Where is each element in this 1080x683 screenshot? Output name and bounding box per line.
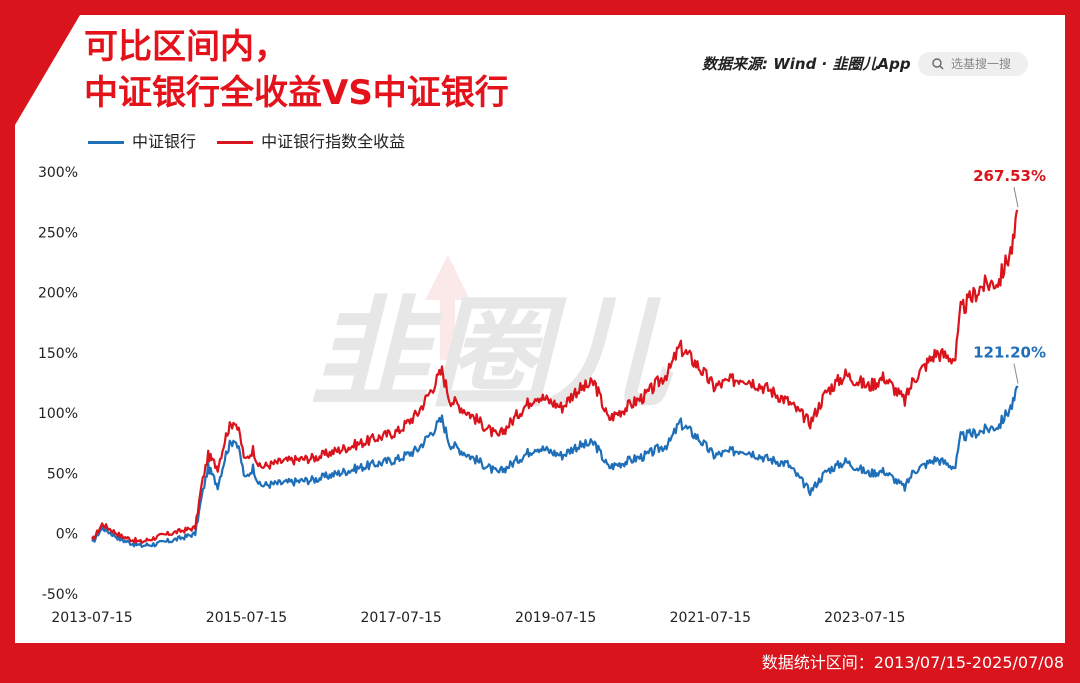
end-label-leader <box>1013 363 1019 384</box>
y-tick-label: 50% <box>47 466 78 482</box>
footer-date-range: 数据统计区间：2013/07/15-2025/07/08 <box>761 653 1064 672</box>
legend-item-red: 中证银行指数全收益 <box>217 128 405 152</box>
legend-item-blue: 中证银行 <box>88 128 196 152</box>
y-tick-label: 0% <box>56 527 78 543</box>
search-box[interactable]: 选基搜一搜 <box>918 52 1028 76</box>
x-tick-label: 2019-07-15 <box>515 610 596 626</box>
legend-label-red: 中证银行指数全收益 <box>261 132 406 151</box>
y-tick-label: 250% <box>38 225 78 241</box>
title-line-1: 可比区间内， <box>84 27 288 67</box>
watermark-text: 韭圈儿 <box>310 285 674 424</box>
watermark-logo: 韭圈儿 <box>310 255 674 424</box>
end-value-label-red: 267.53% <box>973 167 1046 185</box>
y-tick-label: 100% <box>38 406 78 422</box>
y-tick-label: 200% <box>38 286 78 302</box>
x-tick-label: 2021-07-15 <box>670 610 751 626</box>
title-line-2: 中证银行全收益VS中证银行 <box>84 73 509 113</box>
series-line-blue <box>91 385 1019 548</box>
y-tick-label: 150% <box>38 346 78 362</box>
chart-card <box>15 15 1065 643</box>
y-tick-label: -50% <box>42 587 78 603</box>
end-label-leader <box>1013 187 1019 208</box>
x-tick-label: 2015-07-15 <box>206 610 287 626</box>
page-title: 可比区间内， 中证银行全收益VS中证银行 <box>84 24 509 116</box>
y-tick-label: 300% <box>38 165 78 181</box>
search-placeholder: 选基搜一搜 <box>951 57 1012 71</box>
legend-label-blue: 中证银行 <box>132 132 197 151</box>
x-tick-label: 2017-07-15 <box>360 610 441 626</box>
chart-legend: 中证银行 中证银行指数全收益 <box>88 128 421 152</box>
x-tick-label: 2013-07-15 <box>51 610 132 626</box>
corner-decoration <box>15 15 80 125</box>
search-icon <box>932 52 944 84</box>
end-value-label-blue: 121.20% <box>973 344 1046 362</box>
data-source-label: 数据来源: Wind · 韭圈儿App <box>702 55 911 73</box>
x-tick-label: 2023-07-15 <box>824 610 905 626</box>
series-line-red <box>91 209 1019 544</box>
